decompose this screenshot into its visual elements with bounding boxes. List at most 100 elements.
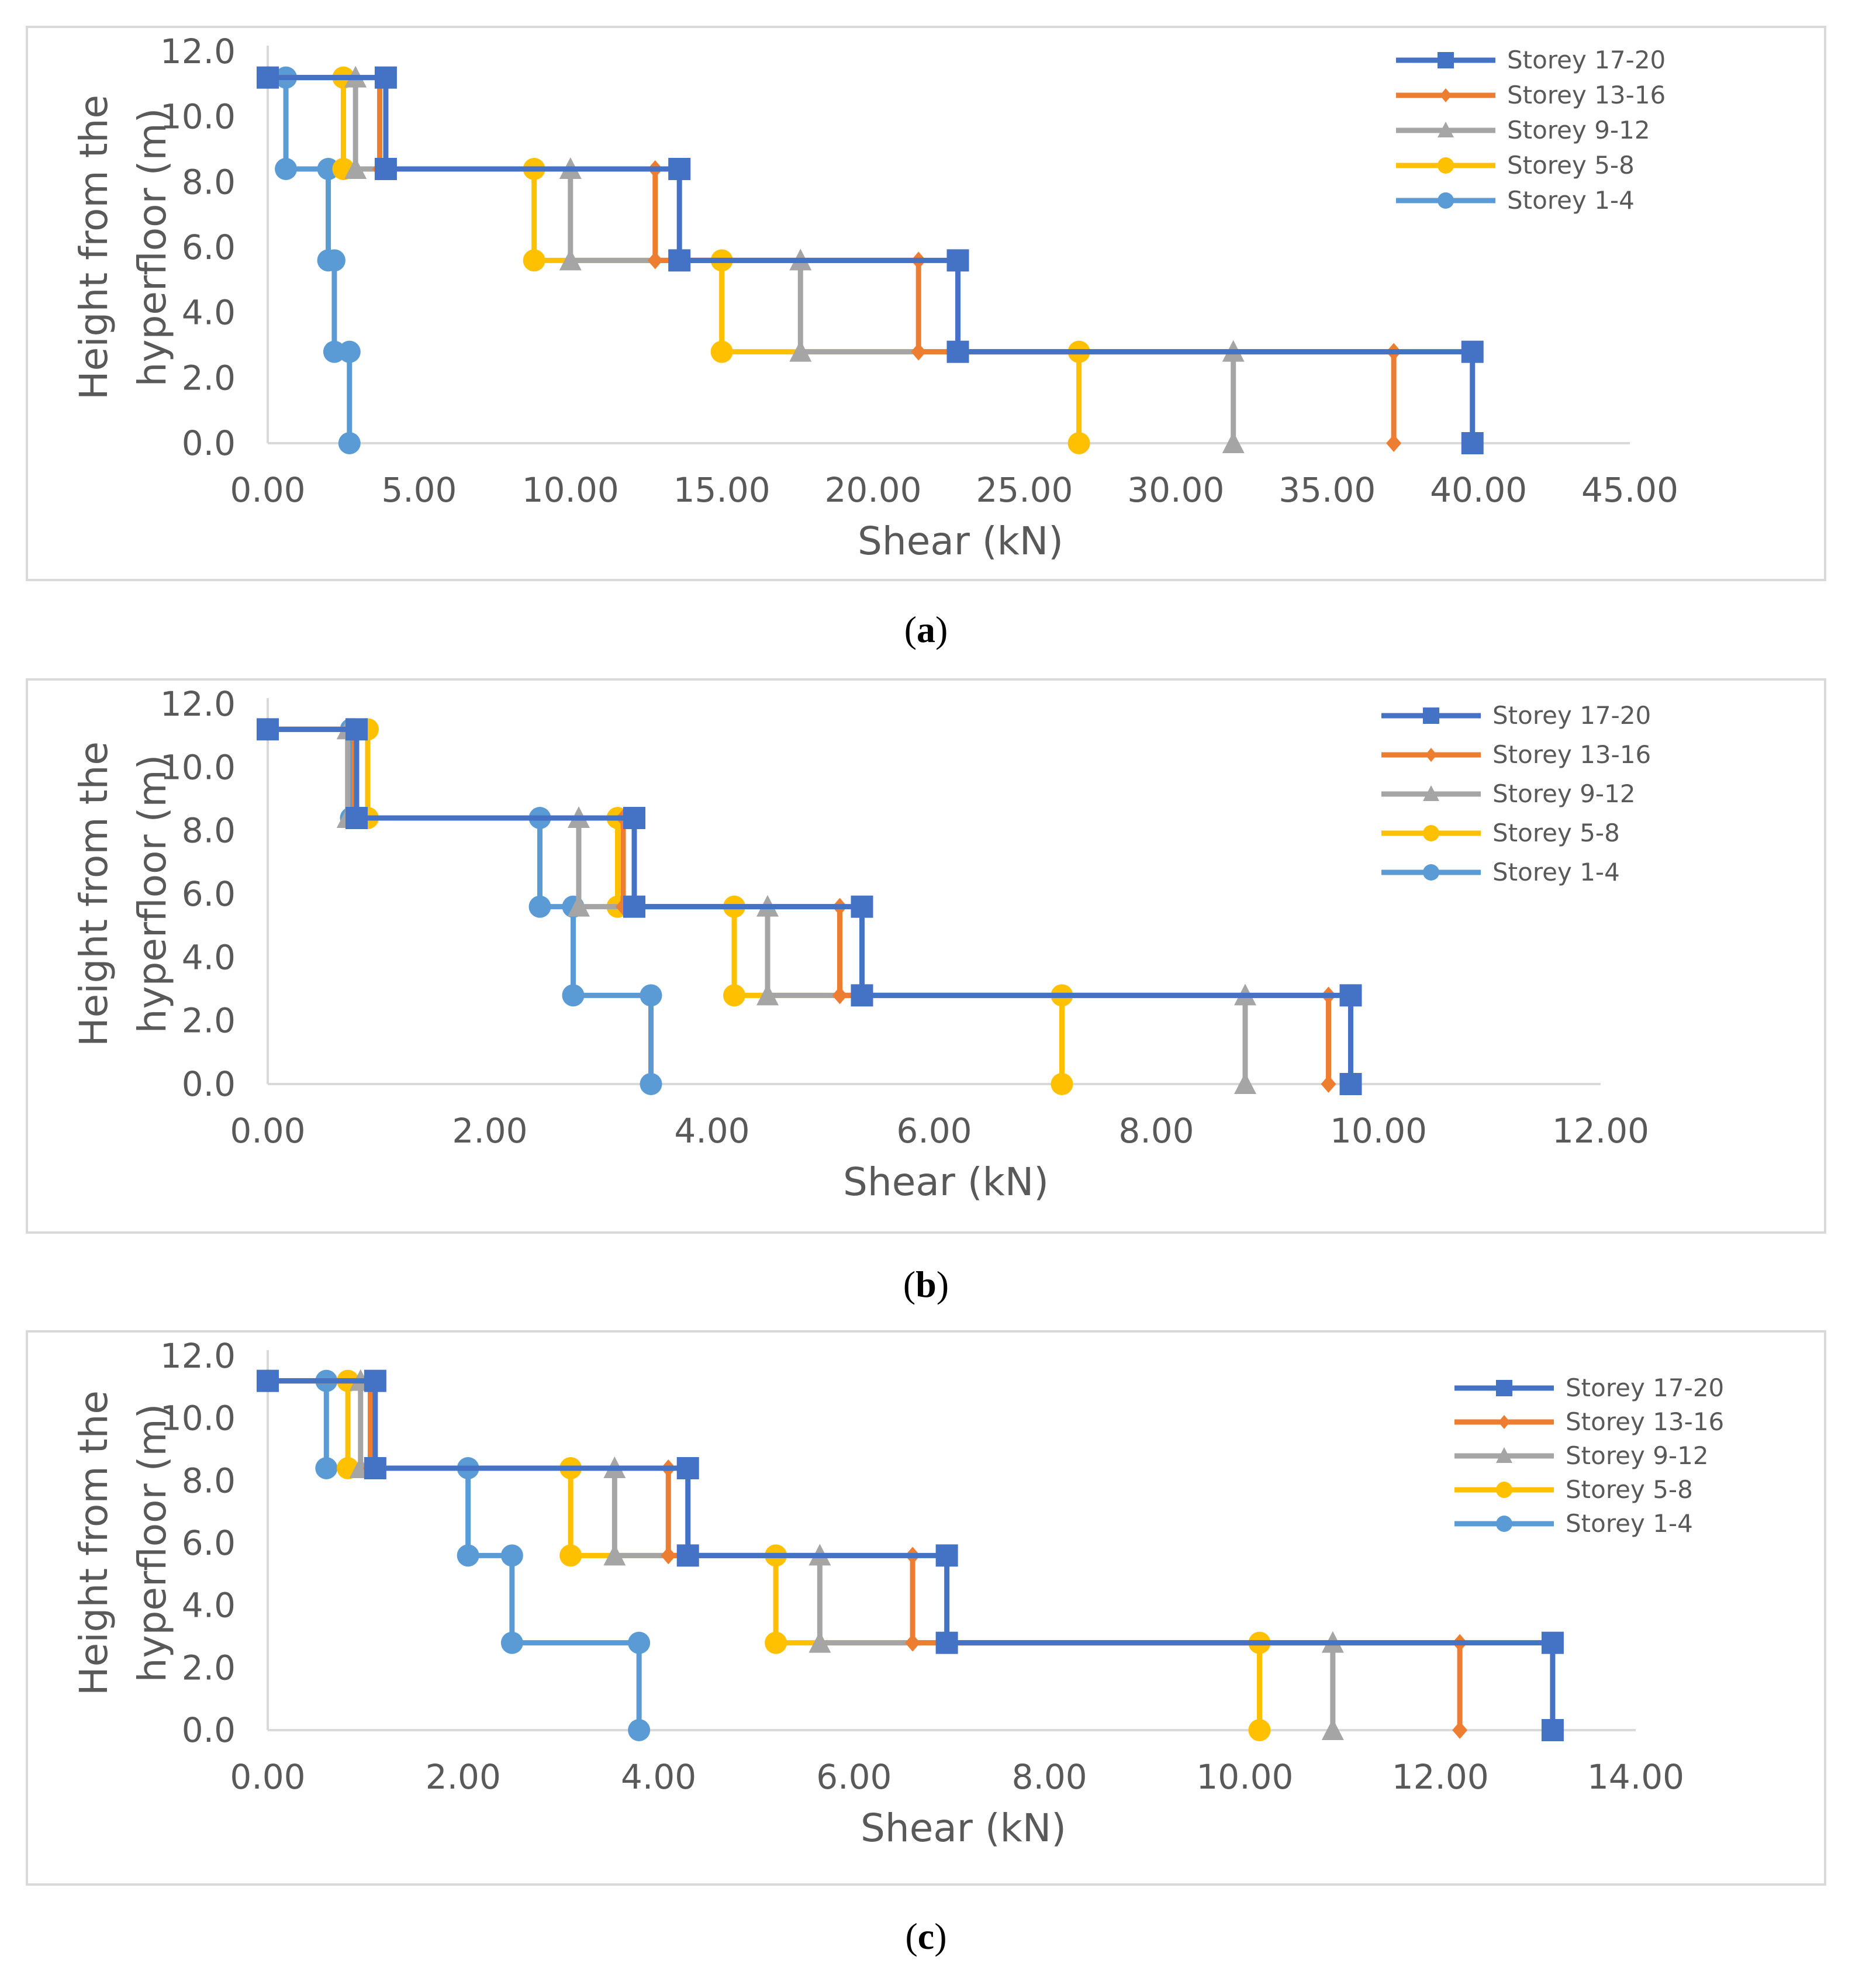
y-tick-label: 0.0 <box>182 423 236 463</box>
x-tick-label: 6.00 <box>816 1757 892 1797</box>
legend-item: Storey 17-20 <box>1381 701 1651 730</box>
data-point <box>1541 1719 1564 1741</box>
y-axis-title-line2: hyperfloor (m) <box>130 755 175 1034</box>
data-point <box>323 249 345 272</box>
caption-c: (c) <box>905 1915 947 1957</box>
data-point <box>668 158 691 180</box>
y-axis-title-line1: Height from the <box>71 1390 116 1696</box>
legend-label: Storey 17-20 <box>1507 46 1666 74</box>
data-point <box>640 984 662 1007</box>
data-point <box>559 248 582 271</box>
legend-item: Storey 9-12 <box>1381 779 1636 808</box>
data-point <box>344 157 367 179</box>
data-point <box>457 1544 479 1567</box>
legend-swatch-marker <box>1423 864 1439 881</box>
legend-label: Storey 13-16 <box>1492 740 1651 769</box>
x-tick-label: 5.00 <box>381 470 457 510</box>
x-tick-label: 2.00 <box>426 1757 501 1797</box>
data-point <box>1386 434 1402 452</box>
legend-label: Storey 17-20 <box>1492 701 1651 730</box>
data-point <box>668 249 691 272</box>
data-point <box>647 251 663 270</box>
series-line <box>268 726 1353 1084</box>
caption-a: (a) <box>904 609 948 650</box>
data-point <box>257 1369 279 1392</box>
data-point <box>723 984 745 1007</box>
x-axis-title: Shear (kN) <box>861 1806 1066 1851</box>
x-tick-label: 8.00 <box>1118 1111 1194 1151</box>
y-tick-label: 2.0 <box>182 1001 236 1041</box>
legend-label: Storey 1-4 <box>1566 1509 1693 1538</box>
series-storey-17-20 <box>257 66 1484 454</box>
x-tick-label: 0.00 <box>230 1757 305 1797</box>
legend-label: Storey 9-12 <box>1492 779 1636 808</box>
x-axis-title: Shear (kN) <box>843 1159 1049 1204</box>
x-tick-label: 10.00 <box>1330 1111 1427 1151</box>
data-point <box>603 1544 626 1566</box>
data-point <box>1321 1075 1336 1093</box>
x-tick-label: 8.00 <box>1012 1757 1087 1797</box>
legend-item: Storey 5-8 <box>1396 151 1635 180</box>
data-point <box>315 1457 338 1479</box>
caption-b: (b) <box>903 1264 949 1305</box>
data-point <box>676 1544 699 1567</box>
data-point <box>946 340 969 363</box>
data-point <box>623 807 645 829</box>
y-tick-label: 2.0 <box>182 358 236 398</box>
x-tick-label: 30.00 <box>1127 470 1224 510</box>
data-point <box>338 432 361 454</box>
data-point <box>1461 340 1484 363</box>
data-point <box>345 807 368 829</box>
x-tick-label: 4.00 <box>621 1757 696 1797</box>
data-point <box>1321 1718 1344 1740</box>
data-point <box>528 895 551 918</box>
data-point <box>765 1631 787 1654</box>
x-tick-label: 14.00 <box>1587 1757 1684 1797</box>
y-tick-label: 8.0 <box>182 811 236 851</box>
data-point <box>275 158 298 180</box>
data-point <box>905 1634 921 1652</box>
data-point <box>345 718 368 741</box>
data-point <box>661 1547 676 1565</box>
legend-swatch-marker <box>1496 1380 1512 1396</box>
y-tick-label: 10.0 <box>160 747 236 787</box>
y-tick-label: 8.0 <box>182 1461 236 1500</box>
data-point <box>1234 1072 1256 1094</box>
x-tick-label: 45.00 <box>1581 470 1678 510</box>
chart-svg-b: 0.00 2.00 4.00 6.00 8.00 10.00 12.00 0.0 2.0 4.0 6… <box>71 684 1651 1204</box>
chart-panel-a: 0.00 5.00 10.00 15.00 20.00 25.00 30.00 35.00 40… <box>26 26 1826 581</box>
legend-item: Storey 1-4 <box>1454 1509 1693 1538</box>
legend-label: Storey 1-4 <box>1507 186 1635 215</box>
legend-swatch-marker <box>1438 192 1454 209</box>
x-tick-label: 0.00 <box>230 470 305 510</box>
legend-swatch-marker <box>1440 88 1452 102</box>
data-point <box>257 718 279 741</box>
legend-item: Storey 1-4 <box>1396 186 1635 215</box>
y-axis-title-line2: hyperfloor (m) <box>130 1404 175 1683</box>
data-point <box>500 1631 523 1654</box>
legend-item: Storey 13-16 <box>1381 740 1651 769</box>
legend-item: Storey 5-8 <box>1381 819 1620 847</box>
series-line <box>268 75 1476 443</box>
legend-swatch-marker <box>1423 707 1439 724</box>
x-tick-label: 35.00 <box>1279 470 1376 510</box>
legend-swatch-marker <box>1498 1415 1510 1429</box>
y-tick-label: 12.0 <box>160 684 236 724</box>
data-point <box>676 1457 699 1479</box>
legend-label: Storey 9-12 <box>1566 1441 1709 1470</box>
series-storey-17-20 <box>257 718 1362 1095</box>
y-axis-title-line1: Height from the <box>71 741 116 1047</box>
x-tick-label: 25.00 <box>976 470 1073 510</box>
chart-panel-b: 0.00 2.00 4.00 6.00 8.00 10.00 12.00 0.0 2.0 4.0 6… <box>26 678 1826 1234</box>
x-tick-label: 2.00 <box>452 1111 527 1151</box>
data-point <box>1541 1631 1564 1654</box>
y-tick-label: 2.0 <box>182 1648 236 1687</box>
data-point <box>1248 1719 1271 1741</box>
data-point <box>623 895 645 918</box>
data-point <box>756 983 779 1006</box>
x-tick-label: 12.00 <box>1392 1757 1489 1797</box>
data-point <box>851 984 873 1007</box>
legend-label: Storey 13-16 <box>1566 1407 1724 1436</box>
data-point <box>710 340 733 363</box>
legend-item: Storey 13-16 <box>1454 1407 1724 1436</box>
